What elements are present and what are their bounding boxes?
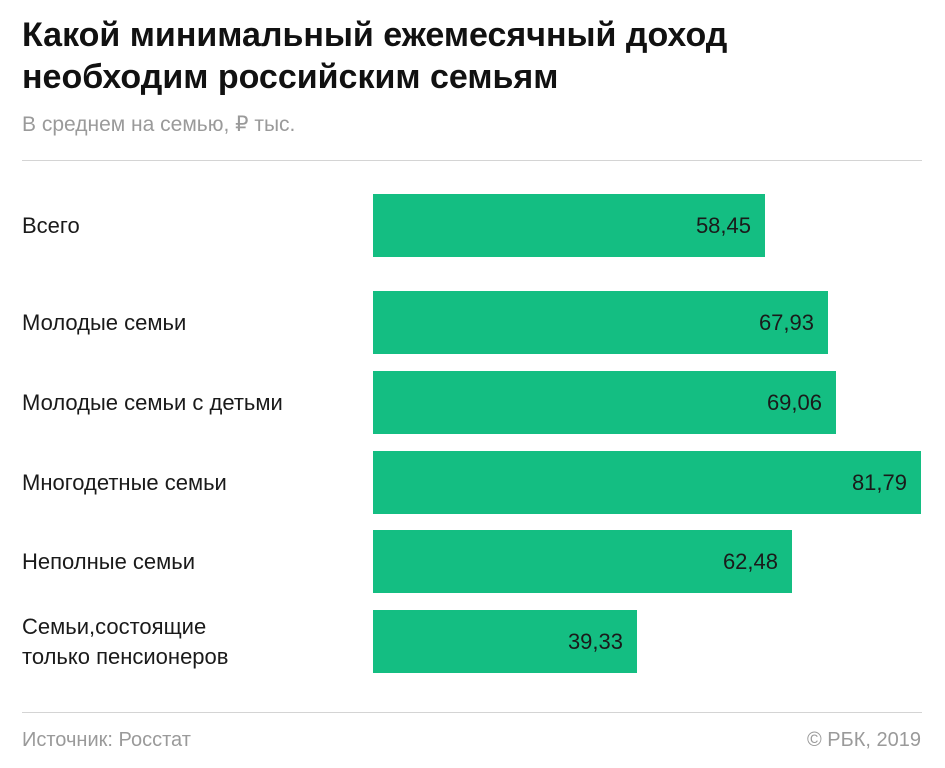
chart-row: Всего 58,45 — [0, 194, 945, 257]
bar: 58,45 — [373, 194, 765, 257]
top-divider — [22, 160, 922, 161]
category-label: Всего — [22, 212, 80, 238]
chart-title: Какой минимальный ежемесячный доход необ… — [22, 16, 728, 96]
bar: 39,33 — [373, 610, 637, 673]
copyright-note: © РБК, 2019 — [806, 729, 921, 751]
chart-row: Семьи,состоящие только пенсионеров 39,33 — [0, 610, 945, 673]
bar: 67,93 — [373, 291, 828, 354]
value-label: 62,48 — [722, 549, 778, 574]
value-label: 69,06 — [766, 390, 822, 415]
chart-row: Молодые семьи с детьми 69,06 — [0, 371, 945, 434]
value-label: 67,93 — [758, 310, 814, 335]
category-label: Молодые семьи с детьми — [22, 389, 283, 415]
category-label: Неполные семьи — [22, 548, 196, 574]
chart-subtitle: В среднем на семью, ₽ тыс. — [22, 113, 296, 136]
bar: 81,79 — [373, 451, 921, 514]
chart-row: Молодые семьи 67,93 — [0, 291, 945, 354]
chart-row: Неполные семьи 62,48 — [0, 530, 945, 593]
value-label: 58,45 — [695, 213, 751, 238]
bar: 62,48 — [373, 530, 792, 593]
category-label: Семьи,состоящие только пенсионеров — [22, 613, 229, 669]
source-note: Источник: Росстат — [22, 729, 191, 751]
bar: 69,06 — [373, 371, 836, 434]
category-label: Многодетные семьи — [22, 469, 227, 495]
bottom-divider — [22, 712, 922, 713]
value-label: 81,79 — [851, 470, 907, 495]
category-label: Молодые семьи — [22, 309, 187, 335]
chart-row: Многодетные семьи 81,79 — [0, 451, 945, 514]
value-label: 39,33 — [567, 629, 623, 654]
